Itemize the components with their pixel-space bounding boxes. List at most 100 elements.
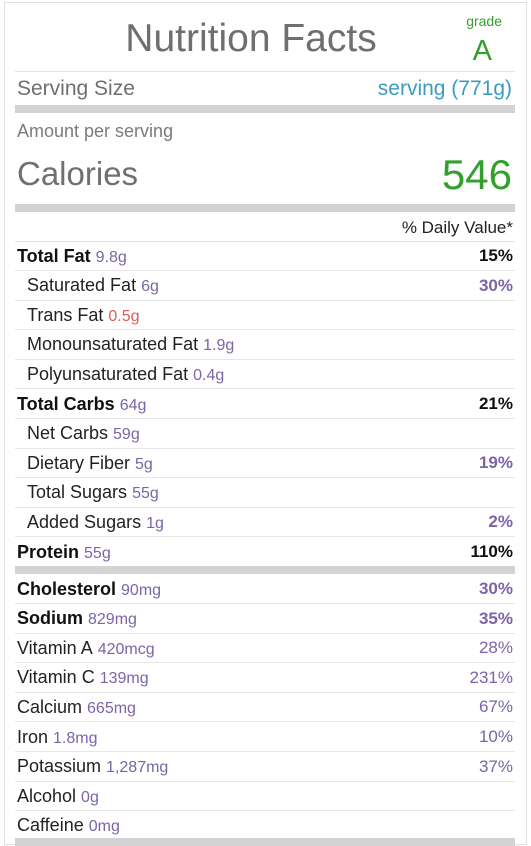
serving-size-value[interactable]: serving (771g): [377, 77, 512, 100]
nutrient-label-group: Dietary Fiber 5g: [15, 453, 153, 474]
daily-value-percent: 10%: [478, 727, 513, 746]
daily-value-percent: 28%: [478, 638, 513, 658]
nutrient-label-group: Monounsaturated Fat 1.9g: [15, 334, 234, 355]
nutrient-name: Calcium: [17, 696, 83, 717]
divider: [15, 71, 515, 72]
nutrient-name: Trans Fat: [27, 304, 104, 325]
nutrient-row: Monounsaturated Fat 1.9g: [15, 331, 515, 360]
daily-value-percent: 231%: [469, 667, 513, 687]
nutrient-amount: 6g: [141, 278, 159, 296]
nutrient-row: Saturated Fat 6g 30%: [15, 272, 515, 301]
nutrient-row: Added Sugars 1g 2%: [15, 508, 515, 538]
nutrient-label-group: Protein 55g: [15, 542, 111, 563]
daily-value-percent: 21%: [478, 394, 513, 413]
daily-value-percent: 19%: [478, 453, 513, 473]
nutrient-label-group: Total Fat 9.8g: [15, 246, 127, 267]
nutrient-row: Alcohol 0g: [15, 782, 515, 812]
nutrient-amount: 1,287mg: [106, 759, 169, 777]
nutrient-name: Net Carbs: [27, 423, 109, 444]
amount-per-serving-label: Amount per serving: [17, 121, 174, 141]
nutrient-name: Protein: [17, 541, 80, 562]
daily-value-percent: 2%: [488, 512, 513, 532]
nutrient-amount: 139mg: [99, 670, 149, 688]
daily-value-header: % Daily Value*: [15, 214, 515, 242]
nutrient-row: Total Sugars 55g: [15, 479, 515, 508]
nutrient-amount: 9.8g: [95, 248, 127, 266]
nutrient-row: Dietary Fiber 5g 19%: [15, 449, 515, 479]
daily-value-percent: 30%: [478, 579, 513, 598]
daily-value-percent: 67%: [478, 697, 513, 717]
nutrient-row: Cholesterol 90mg 30%: [15, 575, 515, 604]
nutrient-amount: 0g: [81, 788, 99, 806]
nutrient-name: Alcohol: [17, 785, 77, 806]
nutrient-name: Iron: [17, 726, 49, 747]
nutrient-label-group: Alcohol 0g: [15, 786, 99, 807]
nutrient-label-group: Vitamin C 139mg: [15, 667, 149, 688]
nutrient-label-group: Polyunsaturated Fat 0.4g: [15, 364, 224, 385]
nutrient-name: Potassium: [17, 756, 102, 777]
grade-label: grade: [466, 13, 502, 29]
nutrient-amount: 1.9g: [203, 337, 235, 355]
nutrition-facts-panel: Nutrition Facts grade A Serving Size ser…: [4, 2, 527, 846]
nutrient-amount: 0.4g: [193, 366, 225, 384]
nutrient-amount: 90mg: [121, 581, 162, 599]
calories-value: 546: [441, 151, 512, 198]
nutrient-name: Total Fat: [17, 245, 91, 266]
nutrient-label-group: Potassium 1,287mg: [15, 756, 168, 777]
nutrient-row: Protein 55g 110%: [15, 538, 515, 567]
nutrient-label-group: Trans Fat 0.5g: [15, 305, 140, 326]
nutrient-row: Total Carbs 64g 21%: [15, 390, 515, 419]
thick-divider: [15, 105, 515, 113]
nutrient-name: Caffeine: [17, 815, 84, 836]
nutrient-amount: 0mg: [88, 818, 120, 836]
nutrient-amount: 59g: [113, 426, 140, 444]
serving-size-label: Serving Size: [17, 77, 135, 100]
nutrient-name: Saturated Fat: [27, 275, 137, 296]
nutrient-amount: 665mg: [87, 699, 136, 717]
nutrient-label-group: Sodium 829mg: [15, 608, 137, 629]
nutrient-amount: 55g: [84, 544, 111, 562]
nutrient-row: Vitamin C 139mg 231%: [15, 664, 515, 693]
page-title: Nutrition Facts: [125, 17, 377, 60]
nutrient-row: Potassium 1,287mg 37%: [15, 753, 515, 782]
nutrient-label-group: Net Carbs 59g: [15, 423, 140, 444]
nutrient-name: Vitamin A: [17, 637, 93, 658]
nutrient-row: Sodium 829mg 35%: [15, 605, 515, 634]
nutrient-label-group: Total Carbs 64g: [15, 394, 146, 415]
nutrient-row: Iron 1.8mg 10%: [15, 723, 515, 752]
calories-label: Calories: [17, 155, 139, 192]
nutrient-name: Total Sugars: [27, 482, 128, 503]
nutrient-amount: 0.5g: [108, 307, 140, 325]
nutrient-name: Dietary Fiber: [27, 452, 131, 473]
nutrient-label-group: Iron 1.8mg: [15, 727, 98, 748]
daily-value-percent: 110%: [470, 542, 513, 561]
nutrient-amount: 1g: [146, 514, 164, 532]
nutrient-label-group: Total Sugars 55g: [15, 482, 159, 503]
nutrient-label-group: Cholesterol 90mg: [15, 579, 161, 600]
nutrient-label-group: Vitamin A 420mcg: [15, 638, 155, 659]
nutrient-row: Trans Fat 0.5g: [15, 301, 515, 331]
nutrient-row: Caffeine 0mg: [15, 812, 515, 841]
nutrient-name: Vitamin C: [17, 667, 95, 688]
daily-value-percent: 35%: [478, 608, 513, 628]
nutrient-amount: 1.8mg: [53, 729, 98, 747]
nutrient-row: Net Carbs 59g: [15, 420, 515, 449]
daily-value-percent: 30%: [478, 275, 513, 295]
daily-value-percent: 37%: [478, 756, 513, 776]
nutrient-amount: 5g: [135, 455, 153, 473]
nutrient-label-group: Saturated Fat 6g: [15, 275, 159, 296]
thick-divider: [15, 566, 515, 574]
thick-divider: [15, 204, 515, 212]
nutrient-name: Polyunsaturated Fat: [27, 363, 189, 384]
nutrient-name: Sodium: [17, 608, 83, 629]
nutrient-name: Monounsaturated Fat: [27, 334, 199, 355]
nutrient-amount: 420mcg: [97, 640, 155, 658]
nutrient-amount: 829mg: [88, 611, 137, 629]
nutrient-name: Added Sugars: [27, 511, 142, 532]
nutrient-row: Polyunsaturated Fat 0.4g: [15, 360, 515, 390]
grade-value: A: [472, 35, 492, 67]
nutrient-name: Cholesterol: [17, 578, 117, 599]
nutrient-amount: 64g: [119, 396, 147, 414]
nutrient-amount: 55g: [132, 485, 159, 503]
nutrient-label-group: Added Sugars 1g: [15, 512, 164, 533]
